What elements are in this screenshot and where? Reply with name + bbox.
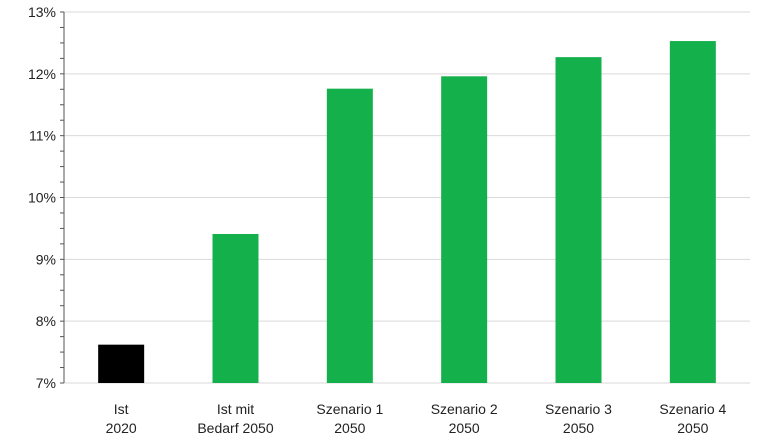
bar xyxy=(98,344,145,383)
y-tick-label: 11% xyxy=(29,128,56,144)
x-tick-label: Szenario 2 2050 xyxy=(431,401,498,436)
labels: Ist 2020 Ist mit Bedarf 2050 Szenario 1 2050 S… xyxy=(106,401,727,436)
x-tick-label: Ist mit Bedarf 2050 xyxy=(197,401,273,436)
bars xyxy=(98,41,716,383)
gridlines xyxy=(64,11,750,384)
y-tick-label: 12% xyxy=(28,66,56,82)
y-tick-label: 9% xyxy=(36,251,56,267)
y-tick-label: 7% xyxy=(36,375,56,391)
y-tick-label: 13% xyxy=(28,4,56,20)
y-tick-label: 10% xyxy=(28,190,56,206)
y-axis: 7% 8% 9% 10% 11% 12% 13% xyxy=(28,4,65,391)
bar xyxy=(555,57,602,383)
bar xyxy=(326,88,373,383)
bar xyxy=(669,41,716,383)
x-tick-label: Szenario 3 2050 xyxy=(545,401,612,436)
x-tick-label: Ist 2020 xyxy=(106,401,137,436)
y-tick-label: 8% xyxy=(36,313,56,329)
x-tick-label: Szenario 4 2050 xyxy=(659,401,726,436)
x-tick-label: Szenario 1 2050 xyxy=(316,401,383,436)
bar xyxy=(212,233,259,383)
bar xyxy=(441,76,488,383)
